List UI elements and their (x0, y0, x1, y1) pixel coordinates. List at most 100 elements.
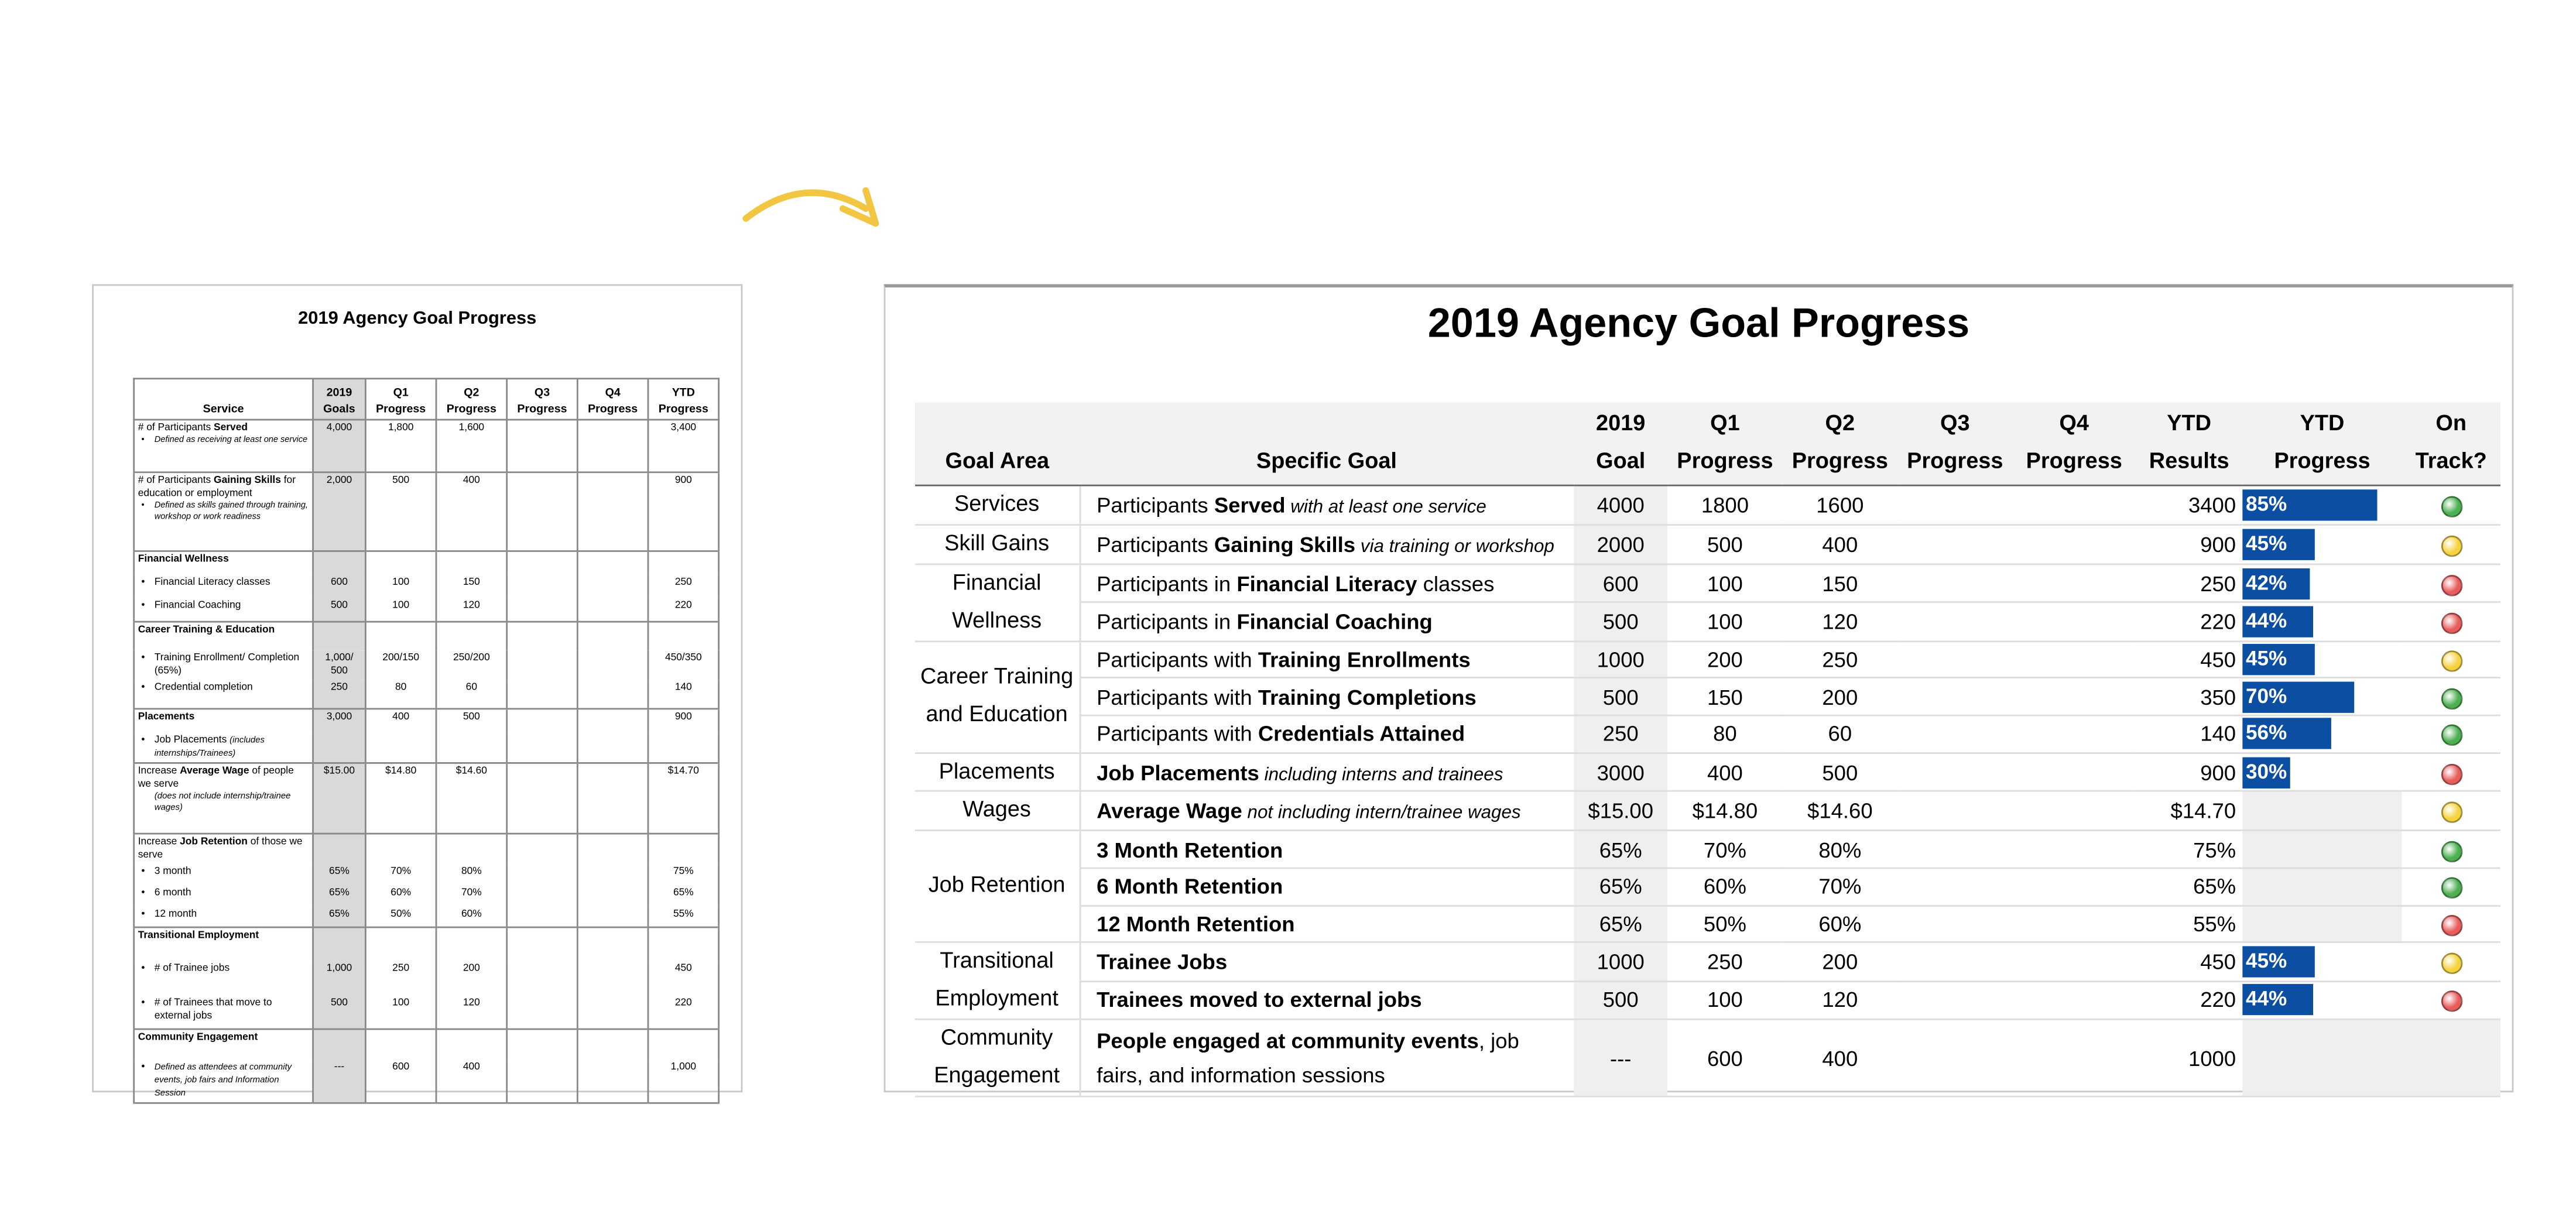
header-row: Goal Area Specific Goal 2019 Goal Q1 Progre… (915, 402, 2500, 486)
value-cell (576, 961, 649, 995)
text-run: Training Completions (1258, 684, 1477, 709)
service-label: # of Trainee jobs (138, 962, 309, 976)
text-run: # of Trainees that move to external jobs (154, 996, 272, 1021)
row: Services Participants Served with at leas… (915, 485, 2500, 526)
status-dot (2440, 763, 2462, 785)
on-track-cell (2402, 715, 2500, 753)
value-cell (1897, 564, 2013, 604)
column-header: 2019 Goal (1574, 402, 1668, 486)
specific-goal: Participants Gaining Skills via training… (1079, 524, 1574, 565)
text-run: # of Trainee jobs (154, 962, 230, 974)
value-cell: $14.80 (364, 763, 437, 834)
value-cell: 70% (435, 885, 508, 906)
value-cell: 1000 (2135, 1019, 2243, 1098)
value-cell (576, 885, 649, 906)
value-cell: 500 (1574, 678, 1668, 717)
value-cell: 900 (2135, 524, 2243, 565)
value-cell: 200 (1782, 678, 1898, 717)
service-cell: Career Training & Education (133, 622, 314, 650)
row-group: Community Engagement People engaged at co… (915, 1019, 2500, 1098)
value-cell: 150 (1667, 678, 1783, 717)
value-cell (506, 708, 578, 732)
progress-cell: 45% (2242, 641, 2402, 679)
service-cell: Transitional Employment (133, 927, 314, 961)
goal-area: Career Training and Education (915, 641, 1081, 753)
progress-label: 45% (2245, 647, 2287, 671)
value-cell (647, 833, 720, 865)
specific-goal: Average Wage not including intern/traine… (1079, 791, 1574, 832)
service-label: Career Training & Education (138, 624, 309, 637)
service-label: Financial Literacy classes (138, 576, 309, 589)
progress-label: 42% (2245, 571, 2287, 594)
value-cell: 3400 (2135, 485, 2243, 526)
service-cell: # of Trainee jobs (133, 961, 314, 995)
value-cell (1897, 981, 2013, 1020)
row: Career Training & Education (133, 622, 720, 650)
value-cell (1897, 905, 2013, 944)
text-run: Gaining Skills (1214, 532, 1356, 557)
value-cell (2012, 752, 2136, 793)
row-group: Increase Job Retention of those we serve… (133, 833, 720, 927)
service-cell: Credential completion (133, 680, 314, 709)
value-cell (1897, 524, 2013, 565)
value-cell (576, 864, 649, 885)
value-cell: 50% (364, 906, 437, 927)
value-cell: 55% (647, 906, 720, 927)
service-cell: Increase Average Wage of people we serve… (133, 763, 314, 834)
value-cell (1897, 942, 2013, 982)
service-cell: # of Participants ServedDefined as recei… (133, 419, 314, 472)
progress-bar: 45% (2242, 529, 2314, 560)
value-cell: 1000 (1574, 641, 1668, 679)
value-cell (576, 1059, 649, 1103)
service-cell: # of Participants Gaining Skills for edu… (133, 472, 314, 551)
row: Transitional Employment Trainee Jobs 1000 2… (915, 942, 2500, 1020)
value-cell (435, 622, 508, 650)
value-cell (506, 472, 578, 551)
text-run: Participants with (1097, 684, 1258, 709)
value-cell (2012, 564, 2136, 604)
value-cell: $14.80 (1667, 791, 1783, 832)
value-cell: $15.00 (1574, 791, 1668, 832)
value-cell: 220 (647, 598, 720, 622)
value-cell: 70% (1667, 831, 1783, 869)
on-track-cell (2402, 752, 2500, 793)
value-cell: 100 (1667, 602, 1783, 642)
value-cell (312, 927, 366, 961)
column-header: Service (133, 378, 314, 421)
specific-goal: Participants with Training Enrollments (1079, 641, 1574, 679)
text-run: Financial Literacy classes (154, 576, 270, 588)
value-cell: 350 (2135, 678, 2243, 717)
service-cell: 3 month (133, 864, 314, 885)
specific-goal: 6 Month Retention (1079, 868, 1574, 906)
on-track-cell (2402, 1019, 2500, 1098)
column-header: Q3 Progress (506, 378, 578, 421)
value-cell (1897, 641, 2013, 679)
on-track-cell (2402, 981, 2500, 1020)
progress-bar: 56% (2242, 718, 2332, 750)
specific-goal: Trainee Jobs (1079, 942, 1574, 982)
note: Defined as receiving at least one servic… (138, 436, 309, 447)
row: Increase Job Retention of those we serve (133, 833, 720, 865)
value-cell: 65% (312, 906, 366, 927)
text-run: Served (214, 422, 248, 434)
value-cell: 200 (435, 961, 508, 995)
column-header: Specific Goal (1079, 402, 1574, 486)
text-run: 6 Month Retention (1097, 874, 1283, 899)
text-run: Community Engagement (138, 1031, 258, 1043)
column-header: Q1 Progress (1667, 402, 1783, 486)
text-run: Financial Wellness (138, 553, 229, 565)
value-cell: 60% (1667, 868, 1783, 906)
text-run: Financial Coaching (154, 599, 241, 612)
value-cell (576, 995, 649, 1029)
service-label: # of Participants Served (138, 422, 309, 436)
service-cell: 12 month (133, 906, 314, 927)
text-run: Defined as attendees at community events… (154, 1062, 292, 1099)
row-group: Skill Gains Participants Gaining Skills v… (915, 524, 2500, 565)
value-cell: 70% (1782, 868, 1898, 906)
text-run: not including intern/trainee wages (1242, 804, 1521, 824)
row-group: Community Engagement Defined as attendees… (133, 1029, 720, 1103)
service-label: Transitional Employment (138, 930, 309, 943)
value-cell (576, 732, 649, 763)
value-cell (506, 622, 578, 650)
